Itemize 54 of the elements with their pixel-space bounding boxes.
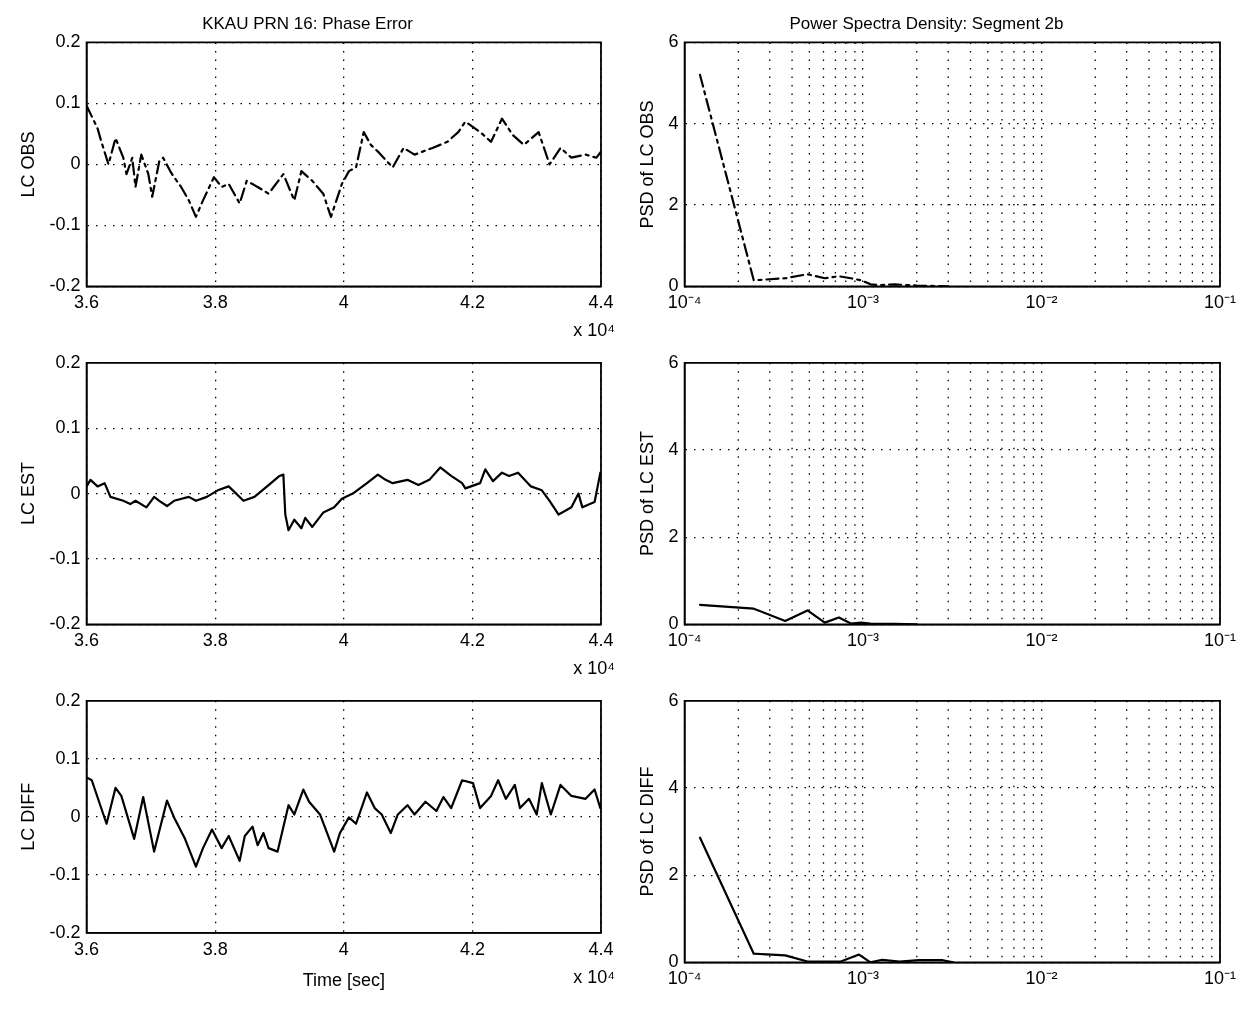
y-tick-label: 4	[668, 112, 679, 133]
y-tick-label: 0	[70, 805, 81, 826]
y-axis-title: LC OBS	[17, 131, 38, 198]
x-tick-label: 4.4	[588, 630, 614, 651]
x-tick-label: 3.8	[202, 630, 228, 651]
x-tick-label: 4.4	[588, 938, 614, 959]
text: x 10⁴	[573, 966, 615, 987]
y-tick-label: 0.1	[55, 92, 81, 113]
text: x 10⁴	[573, 320, 615, 341]
x-tick-label: 10⁻²	[1025, 292, 1058, 313]
y-tick-label: 0.2	[55, 689, 81, 710]
x-tick-label: 10⁻³	[847, 630, 880, 651]
y-tick-label: 0.2	[55, 31, 81, 52]
y-axis-title: PSD of LC DIFF	[636, 766, 657, 897]
x-tick-label: 4.2	[459, 630, 485, 651]
x-tick-label: 10⁻³	[847, 968, 880, 989]
y-tick-label: -0.1	[49, 214, 81, 235]
text: x 10⁴	[573, 658, 615, 679]
x-tick-label: 4	[338, 938, 349, 959]
x-axis-title: Time [sec]	[302, 970, 385, 991]
y-tick-label: 6	[668, 689, 679, 710]
y-axis-title: LC EST	[17, 462, 38, 526]
y-tick-label: 6	[668, 31, 679, 52]
y-tick-label: 4	[668, 776, 679, 797]
x-tick-label: 10⁻¹	[1203, 968, 1237, 989]
y-tick-label: -0.1	[49, 547, 81, 568]
x-tick-label: 4	[338, 292, 349, 313]
x-tick-label: 4.4	[588, 292, 614, 313]
y-tick-label: 2	[668, 864, 679, 885]
x-tick-label: 10⁻²	[1025, 968, 1058, 989]
y-tick-label: 0.1	[55, 747, 81, 768]
y-tick-label: 0	[70, 482, 81, 503]
y-axis-title: LC DIFF	[17, 782, 38, 851]
y-tick-label: -0.1	[49, 863, 81, 884]
x-tick-label: 3.8	[202, 938, 228, 959]
chart-title: Power Spectra Density: Segment 2b	[789, 13, 1064, 33]
chart-title: KKAU PRN 16: Phase Error	[202, 13, 414, 33]
y-tick-label: 0	[70, 153, 81, 174]
y-tick-label: 4	[668, 438, 679, 459]
x-tick-label: 10⁻²	[1025, 630, 1058, 651]
x-tick-label: 10⁻¹	[1203, 630, 1237, 651]
x-tick-label: 10⁻³	[847, 292, 880, 313]
y-tick-label: 0.2	[55, 351, 81, 372]
x-tick-label: 4.2	[459, 938, 485, 959]
x-tick-label: 10⁻¹	[1203, 292, 1237, 313]
x-tick-label: 4	[338, 630, 349, 651]
y-tick-label: 0.1	[55, 417, 81, 438]
x-tick-label: 4.2	[459, 292, 485, 313]
x-tick-label: 3.8	[202, 292, 228, 313]
y-axis-title: PSD of LC EST	[636, 431, 657, 557]
y-tick-label: 6	[668, 351, 679, 372]
y-axis-title: PSD of LC OBS	[636, 100, 657, 229]
y-tick-label: 2	[668, 526, 679, 547]
y-tick-label: 2	[668, 194, 679, 215]
